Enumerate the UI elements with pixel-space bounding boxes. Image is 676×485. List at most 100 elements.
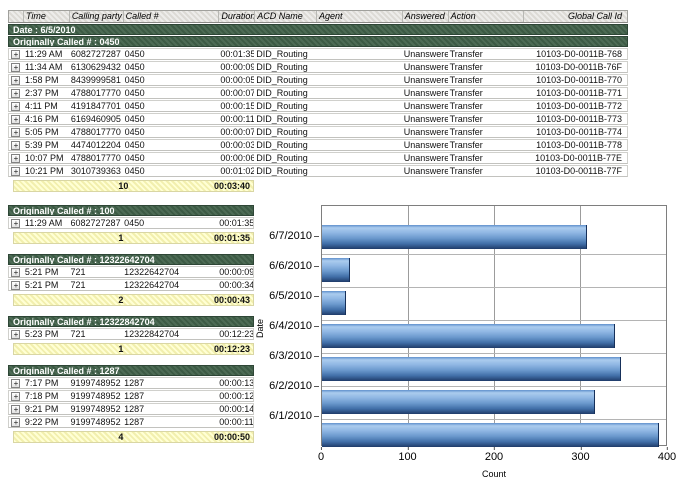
group-header: Originally Called # : 12322842704 [8,316,254,327]
call-row: + 10:21 PM 3010739363 0450 00:01:02 DID_… [8,165,628,177]
cell-global-call-id: 10103-D0-0011B-774 [536,127,623,137]
cell-answered: Unanswered [403,166,448,176]
cell-time: 10:07 PM [24,153,64,163]
cell-calling-party: 6082727287 [70,49,121,59]
cell-called: 0450 [124,75,145,85]
cell-time: 5:23 PM [24,329,59,339]
call-group-12322842704: Originally Called # : 12322842704 + 5:23… [8,316,254,355]
call-row: + 1:58 PM 8439999581 0450 00:00:05 DID_R… [8,74,628,86]
expand-row-button[interactable]: + [11,75,21,85]
column-header-time[interactable]: Time [22,11,69,22]
expand-row-button[interactable]: + [11,218,21,228]
cell-action: Transfer [449,114,483,124]
expand-row-button[interactable]: + [11,88,21,98]
cell-action: Transfer [449,62,483,72]
column-header-calling-party[interactable]: Calling party # [68,11,123,22]
expand-row-button[interactable]: + [11,391,21,401]
expand-row-button[interactable]: + [11,140,21,150]
column-header-called[interactable]: Called # [122,11,219,22]
column-header-agent[interactable]: Agent [316,11,402,22]
expand-cell: + [9,329,23,339]
expand-cell: + [9,218,23,228]
bar-slot [322,258,666,288]
summary-total-duration: 00:00:50 [213,432,250,442]
y-axis-tick-label: 6/2/2010 [252,371,321,401]
cell-called: 12322642704 [124,267,180,277]
bar-slot [322,357,666,387]
bar-slot [322,291,666,321]
column-header-answered[interactable]: Answered [401,11,448,22]
column-header-expand [9,11,23,22]
cell-acd-name: DID_Routing [256,127,308,137]
cell-duration: 00:00:14 [219,404,253,414]
cell-calling-party: 4474012204 [70,140,121,150]
expand-row-button[interactable]: + [11,153,21,163]
cell-answered: Unanswered [403,140,448,150]
cell-answered: Unanswered [403,49,448,59]
x-axis-tick-label: 100 [398,447,417,463]
cell-called: 0450 [124,166,145,176]
summary-row: 1 00:12:23 [13,343,254,355]
cell-duration: 00:01:35 [220,49,255,59]
expand-row-button[interactable]: + [11,267,21,277]
cell-acd-name: DID_Routing [256,140,308,150]
cell-action: Transfer [449,166,483,176]
expand-cell: + [9,114,23,124]
x-axis-tick-label: 400 [657,447,676,463]
cell-time: 2:37 PM [24,88,59,98]
cell-answered: Unanswered [403,101,448,111]
cell-duration: 00:00:09 [219,267,253,277]
y-axis-tick-label: 6/5/2010 [252,281,321,311]
expand-row-button[interactable]: + [11,101,21,111]
expand-row-button[interactable]: + [11,127,21,137]
cell-calling-party: 4191847701 [70,101,121,111]
column-header-duration[interactable]: Duration [218,11,254,22]
x-axis-tick-label: 200 [484,447,504,463]
cell-acd-name: DID_Routing [256,75,308,85]
x-axis-tick-label: 0 [317,447,325,463]
group-0450-rows: + 11:29 AM 6082727287 0450 00:01:35 DID_… [8,48,628,177]
call-row: + 9:22 PM 9199748952 1287 00:00:11 [8,416,254,428]
call-row: + 9:21 PM 9199748952 1287 00:00:14 [8,403,254,415]
call-row: + 5:39 PM 4474012204 0450 00:00:03 DID_R… [8,139,628,151]
cell-calling-party: 721 [70,329,86,339]
cell-called: 0450 [124,153,145,163]
cell-time: 11:34 AM [24,62,63,72]
expand-cell: + [9,391,23,401]
expand-row-button[interactable]: + [11,329,21,339]
expand-row-button[interactable]: + [11,62,21,72]
cell-answered: Unanswered [403,62,448,72]
expand-row-button[interactable]: + [11,166,21,176]
cell-duration: 00:00:05 [220,75,255,85]
column-header-global-call-id[interactable]: Global Call Id [523,11,627,22]
expand-row-button[interactable]: + [11,417,21,427]
cell-global-call-id: 10103-D0-0011B-77E [535,153,623,163]
cell-called: 1287 [124,378,145,388]
cell-time: 5:39 PM [24,140,59,150]
expand-row-button[interactable]: + [11,378,21,388]
bar-slots [322,206,666,447]
expand-row-button[interactable]: + [11,280,21,290]
cell-calling-party: 6082727287 [70,218,121,228]
expand-row-button[interactable]: + [11,404,21,414]
summary-total-duration: 00:00:43 [213,295,250,305]
chart-bar [322,225,587,249]
call-group-1287: Originally Called # : 1287 + 7:17 PM 919… [8,365,254,443]
y-axis-tick-label: 6/6/2010 [252,251,321,281]
cell-duration: 00:00:13 [219,378,253,388]
y-axis-tick-label: 6/3/2010 [252,341,321,371]
cell-global-call-id: 10103-D0-0011B-768 [536,49,623,59]
cell-acd-name: DID_Routing [256,88,308,98]
column-header-action[interactable]: Action [447,11,524,22]
call-row: + 7:18 PM 9199748952 1287 00:00:12 [8,390,254,402]
group-header: Originally Called # : 100 [8,205,254,216]
cell-acd-name: DID_Routing [256,49,308,59]
expand-row-button[interactable]: + [11,49,21,59]
cell-time: 11:29 AM [24,218,63,228]
cell-called: 1287 [124,391,145,401]
cell-calling-party: 4788017770 [70,88,121,98]
expand-row-button[interactable]: + [11,114,21,124]
column-header-acd-name[interactable]: ACD Name [254,11,316,22]
cell-called: 0450 [124,114,145,124]
